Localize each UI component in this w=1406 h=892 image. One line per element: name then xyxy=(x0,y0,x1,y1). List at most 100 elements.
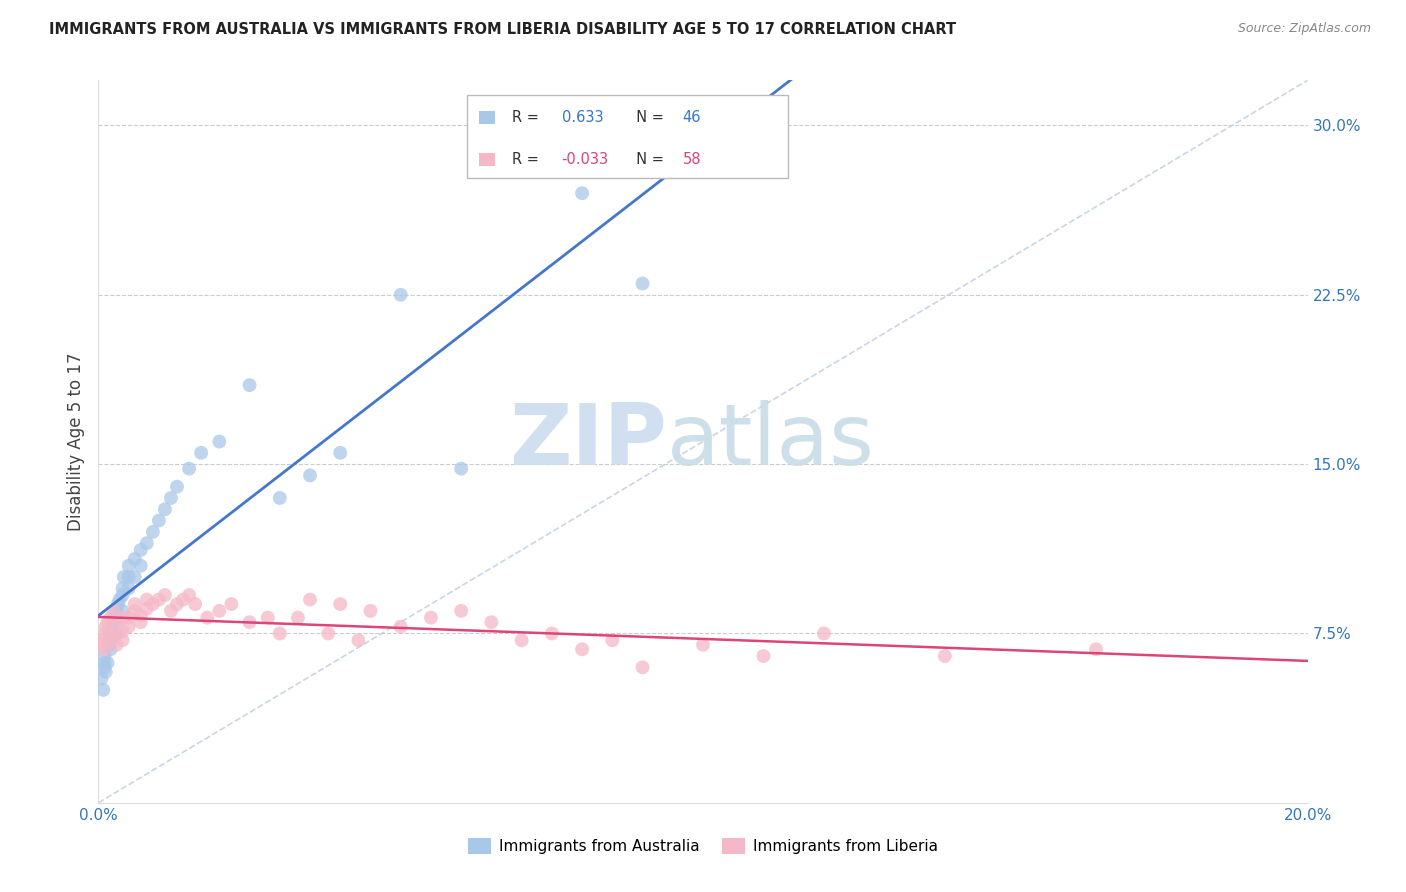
Point xyxy=(602,633,624,648)
Point xyxy=(450,604,472,618)
Point xyxy=(389,620,412,634)
Point xyxy=(1085,642,1108,657)
Point xyxy=(299,468,322,483)
Point xyxy=(166,480,188,494)
Point xyxy=(93,648,115,663)
Point xyxy=(360,604,382,618)
Point xyxy=(481,615,503,630)
Point xyxy=(124,597,146,611)
Point xyxy=(94,665,117,679)
Text: IMMIGRANTS FROM AUSTRALIA VS IMMIGRANTS FROM LIBERIA DISABILITY AGE 5 TO 17 CORR: IMMIGRANTS FROM AUSTRALIA VS IMMIGRANTS … xyxy=(49,22,956,37)
Text: Source: ZipAtlas.com: Source: ZipAtlas.com xyxy=(1237,22,1371,36)
Point xyxy=(450,461,472,475)
Point xyxy=(129,558,152,573)
Point xyxy=(112,570,135,584)
Point xyxy=(316,626,339,640)
Point xyxy=(256,610,278,624)
Point xyxy=(105,626,128,640)
Point xyxy=(631,660,654,674)
Point xyxy=(118,558,141,573)
Point xyxy=(129,542,152,557)
Point xyxy=(752,648,775,663)
Point xyxy=(105,638,128,652)
Point xyxy=(107,597,129,611)
Point xyxy=(153,588,176,602)
Point xyxy=(105,626,128,640)
Text: 46: 46 xyxy=(682,111,702,126)
Point xyxy=(389,287,412,301)
Point xyxy=(100,620,122,634)
Point xyxy=(96,615,118,630)
Text: N =: N = xyxy=(627,111,668,126)
Point xyxy=(111,604,134,618)
Point xyxy=(124,604,146,618)
Point xyxy=(135,536,157,550)
Legend: Immigrants from Australia, Immigrants from Liberia: Immigrants from Australia, Immigrants fr… xyxy=(463,832,943,860)
Point xyxy=(299,592,322,607)
Text: 0.633: 0.633 xyxy=(561,111,603,126)
Point xyxy=(142,524,165,539)
Point xyxy=(239,615,262,630)
Point xyxy=(105,604,128,618)
Point xyxy=(329,597,352,611)
Point xyxy=(100,633,122,648)
Text: R =: R = xyxy=(512,152,544,167)
Point xyxy=(100,633,122,648)
Point xyxy=(124,570,146,584)
Point xyxy=(105,610,128,624)
Point xyxy=(510,633,533,648)
Point xyxy=(105,615,128,630)
Point xyxy=(118,582,141,596)
Point xyxy=(571,186,593,201)
Point xyxy=(111,610,134,624)
Point xyxy=(129,615,152,630)
Point xyxy=(98,638,121,652)
Point xyxy=(118,570,141,584)
Point xyxy=(160,604,183,618)
Point xyxy=(118,620,141,634)
Point xyxy=(96,656,118,670)
Point xyxy=(103,615,125,630)
Point xyxy=(420,610,443,624)
Point xyxy=(208,604,231,618)
Point xyxy=(934,648,956,663)
Point xyxy=(129,608,152,623)
Point xyxy=(124,552,146,566)
Point xyxy=(692,638,714,652)
Point xyxy=(148,514,170,528)
Text: -0.033: -0.033 xyxy=(561,152,609,167)
Point xyxy=(221,597,243,611)
FancyBboxPatch shape xyxy=(479,112,495,125)
FancyBboxPatch shape xyxy=(479,153,495,166)
Point xyxy=(93,660,115,674)
Text: 58: 58 xyxy=(682,152,702,167)
Point xyxy=(100,626,122,640)
Y-axis label: Disability Age 5 to 17: Disability Age 5 to 17 xyxy=(66,352,84,531)
Point xyxy=(160,491,183,505)
Point xyxy=(179,588,201,602)
Point xyxy=(118,610,141,624)
Point xyxy=(90,672,112,686)
Text: R =: R = xyxy=(512,111,544,126)
Point xyxy=(631,277,654,291)
Point xyxy=(135,601,157,615)
Point xyxy=(813,626,835,640)
Point xyxy=(239,378,262,392)
Point xyxy=(166,597,188,611)
Point xyxy=(135,592,157,607)
FancyBboxPatch shape xyxy=(467,95,787,178)
Point xyxy=(103,604,125,618)
Point xyxy=(172,592,194,607)
Point xyxy=(91,633,114,648)
Point xyxy=(287,610,309,624)
Point xyxy=(100,642,122,657)
Point xyxy=(269,626,291,640)
Point xyxy=(111,588,134,602)
Point xyxy=(347,633,370,648)
Point xyxy=(111,624,134,639)
Point xyxy=(142,597,165,611)
Point xyxy=(571,642,593,657)
Point xyxy=(148,592,170,607)
Point xyxy=(153,502,176,516)
Point xyxy=(111,582,134,596)
